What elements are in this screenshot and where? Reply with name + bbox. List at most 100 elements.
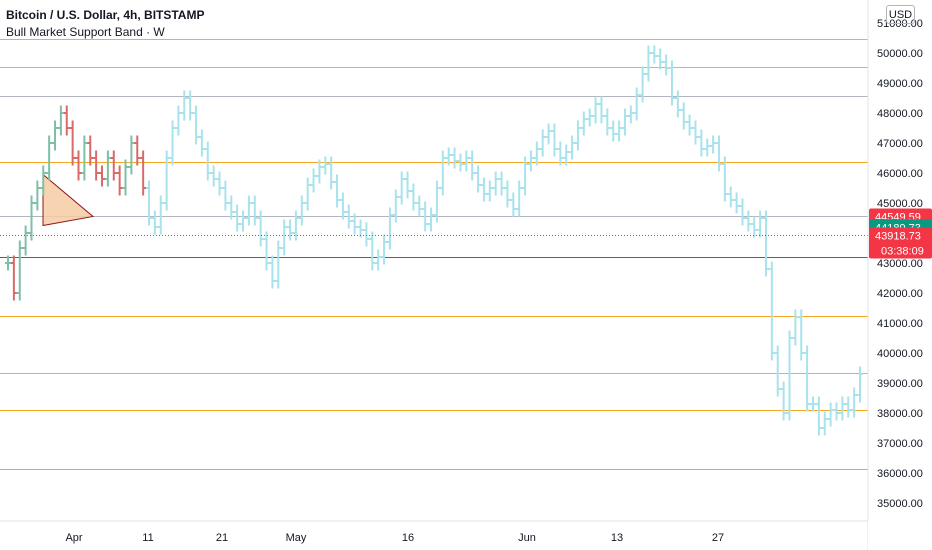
y-tick-label: 42000.00 xyxy=(877,288,923,300)
x-axis-ticks[interactable]: Apr 11 21 May 16 Jun 13 27 xyxy=(65,532,724,544)
ohlc-bar xyxy=(504,180,511,208)
ohlc-bar xyxy=(322,156,329,175)
triangle-shape[interactable] xyxy=(42,173,95,227)
price-label-text: 43918.73 xyxy=(875,230,921,242)
ohlc-bar xyxy=(786,330,793,421)
currency-button[interactable]: USD xyxy=(886,5,915,24)
indicator-title[interactable]: Bull Market Support Band · W xyxy=(6,25,165,39)
ohlc-bar xyxy=(310,168,317,193)
ohlc-bar xyxy=(486,180,493,202)
ohlc-bar xyxy=(422,201,429,232)
ohlc-bar xyxy=(392,189,399,223)
ohlc-bar xyxy=(16,240,23,301)
ohlc-bar xyxy=(463,150,470,172)
ohlc-bar xyxy=(34,180,41,211)
ohlc-bar xyxy=(745,210,752,232)
ohlc-bar xyxy=(263,231,270,271)
x-tick-label: 21 xyxy=(216,532,228,544)
ohlc-bar xyxy=(128,135,135,175)
ohlc-bar xyxy=(122,159,129,196)
ohlc-bar xyxy=(163,150,170,211)
y-axis-ticks: 51000.0050000.0049000.0048000.0047000.00… xyxy=(877,18,923,510)
ohlc-bar xyxy=(216,171,223,196)
ohlc-bar xyxy=(99,165,106,187)
ohlc-bar xyxy=(75,150,82,181)
ohlc-bar xyxy=(586,108,593,127)
ohlc-bar xyxy=(157,195,164,235)
ohlc-bar xyxy=(240,210,247,232)
ohlc-bar xyxy=(69,120,76,166)
ohlc-bar xyxy=(304,177,311,211)
ohlc-bar xyxy=(798,309,805,361)
ohlc-bar xyxy=(639,66,646,103)
ohlc-bar xyxy=(46,135,53,181)
ohlc-bar xyxy=(792,309,799,346)
ohlc-bar xyxy=(580,111,587,136)
y-tick-label: 37000.00 xyxy=(877,438,923,450)
ohlc-bar xyxy=(439,150,446,196)
ohlc-bar xyxy=(169,120,176,166)
ohlc-bar xyxy=(657,48,664,70)
ohlc-bar xyxy=(668,60,675,106)
ohlc-bar xyxy=(739,198,746,226)
price-axis[interactable] xyxy=(868,0,932,550)
ohlc-bar xyxy=(187,90,194,121)
ohlc-bar xyxy=(193,105,200,145)
ohlc-bar xyxy=(692,120,699,145)
ohlc-bar xyxy=(151,210,158,235)
ohlc-bar xyxy=(363,222,370,247)
ohlc-bar xyxy=(433,180,440,223)
ohlc-bar xyxy=(398,171,405,205)
ohlc-bar xyxy=(292,210,299,241)
countdown-text: 03:38:09 xyxy=(881,245,924,257)
ohlc-bar xyxy=(480,177,487,202)
triangle-drawing[interactable] xyxy=(42,173,95,227)
ohlc-bar xyxy=(210,165,217,187)
ohlc-bar xyxy=(563,144,570,166)
ohlc-bar xyxy=(704,138,711,157)
ohlc-bar xyxy=(328,156,335,190)
y-tick-label: 38000.00 xyxy=(877,408,923,420)
ohlc-bar xyxy=(809,396,816,412)
ohlc-bar xyxy=(839,396,846,421)
ohlc-bar xyxy=(5,255,11,271)
ohlc-bar xyxy=(339,192,346,220)
ohlc-bar xyxy=(116,165,123,196)
ohlc-bar xyxy=(10,255,17,301)
horizontal-levels xyxy=(0,39,868,470)
ohlc-bar xyxy=(598,96,605,124)
ohlc-bar xyxy=(510,192,517,217)
ohlc-bar xyxy=(345,204,352,229)
ohlc-bar xyxy=(57,105,64,136)
y-tick-label: 39000.00 xyxy=(877,378,923,390)
ohlc-bar xyxy=(698,129,705,157)
ohlc-bar xyxy=(134,135,141,166)
ohlc-bar xyxy=(527,150,534,172)
ohlc-bar xyxy=(815,396,822,436)
ohlc-bar xyxy=(533,141,540,166)
ohlc-bar xyxy=(616,120,623,142)
symbol-title[interactable]: Bitcoin / U.S. Dollar, 4h, BITSTAMP xyxy=(6,8,205,22)
ohlc-bar xyxy=(369,231,376,271)
ohlc-bar xyxy=(228,195,235,220)
ohlc-bar xyxy=(351,213,358,235)
ohlc-bar xyxy=(569,135,576,160)
ohlc-bar xyxy=(110,150,117,181)
y-tick-label: 35000.00 xyxy=(877,498,923,510)
y-tick-label: 36000.00 xyxy=(877,468,923,480)
ohlc-bar xyxy=(710,135,717,154)
ohlc-bar xyxy=(28,195,35,241)
price-label-2: 43918.73 03:38:09 xyxy=(869,227,932,259)
ohlc-bar xyxy=(663,54,670,76)
ohlc-bar xyxy=(516,180,523,217)
ohlc-bar xyxy=(287,219,294,241)
ohlc-bar xyxy=(251,195,258,226)
ohlc-bar xyxy=(269,255,276,289)
ohlc-bar xyxy=(428,207,435,232)
ohlc-bar xyxy=(733,192,740,214)
ohlc-bar xyxy=(498,171,505,196)
ohlc-bar xyxy=(245,195,252,226)
y-tick-label: 46000.00 xyxy=(877,168,923,180)
